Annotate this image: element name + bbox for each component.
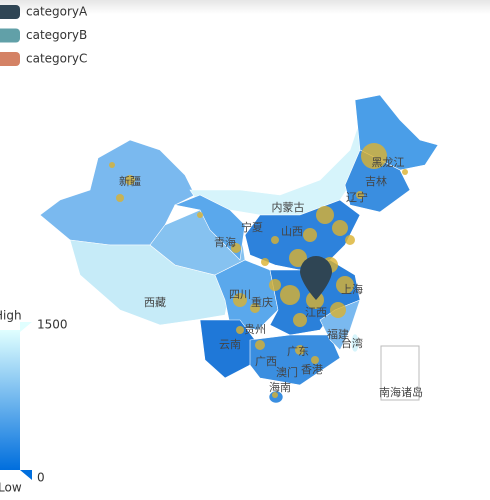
point (293, 313, 307, 327)
point (289, 249, 307, 267)
visual-map-bar (0, 330, 20, 470)
point (316, 206, 334, 224)
visual-map-max: 1500 (37, 318, 68, 332)
legend-swatch (0, 52, 20, 66)
region-label: 澳门 (276, 365, 298, 379)
point (272, 392, 278, 398)
region-label: 云南 (219, 338, 241, 351)
point (311, 356, 319, 364)
region-shape (173, 194, 246, 261)
region-labels: 新疆 西藏 青海 宁夏 内蒙古 山西 吉林 辽宁 黑龙江 四川 重庆 贵州 云南… (119, 156, 423, 399)
point (197, 212, 203, 218)
region-label: 新疆 (119, 174, 141, 188)
region-label: 贵州 (244, 323, 266, 336)
point (269, 279, 281, 291)
legend: categoryA categoryB categoryC (0, 5, 88, 67)
point (271, 236, 279, 244)
point (361, 143, 387, 169)
point (255, 340, 265, 350)
point (402, 169, 408, 175)
point (261, 258, 269, 266)
region-label: 重庆 (251, 295, 273, 309)
point (231, 243, 241, 253)
point (330, 302, 346, 318)
visual-map-handle[interactable] (20, 470, 32, 480)
region-label: 广东 (287, 345, 309, 358)
region-label: 海南 (269, 380, 291, 394)
visual-map-min: 0 (37, 471, 45, 485)
region-label: 黑龙江 (372, 156, 405, 169)
region-label: 广西 (255, 355, 277, 368)
visual-map-handle[interactable] (20, 322, 32, 332)
region-label: 香港 (301, 363, 323, 376)
region-shape (350, 333, 360, 353)
region-shape (214, 259, 279, 331)
point (356, 191, 364, 199)
region-label: 内蒙古 (272, 200, 305, 214)
legend-item[interactable]: categoryB (0, 28, 87, 43)
point (280, 285, 300, 305)
legend-label: categoryB (26, 28, 87, 42)
legend-swatch (0, 28, 20, 43)
region-label: 四川 (229, 288, 251, 301)
region-label: 上海 (341, 282, 363, 296)
point (236, 326, 244, 334)
scatter (109, 143, 408, 398)
region-shape (249, 334, 341, 386)
legend-item[interactable]: categoryA (0, 5, 88, 20)
region-label: 台湾 (341, 336, 363, 350)
region-label: 山西 (281, 225, 303, 238)
top-shade (0, 0, 490, 14)
legend-label: categoryC (26, 52, 87, 66)
point (109, 162, 115, 168)
region-label: 江西 (305, 306, 327, 319)
region-label: 南海诸岛 (379, 385, 423, 399)
point (345, 235, 355, 245)
point (303, 228, 317, 242)
visual-map-low: Low (0, 481, 22, 495)
legend-swatch (0, 5, 20, 19)
point (250, 303, 260, 313)
point (295, 345, 305, 355)
point (233, 293, 247, 307)
region-label: 西藏 (144, 296, 166, 309)
region-label: 青海 (214, 235, 236, 249)
region-label: 吉林 (365, 174, 387, 188)
legend-item[interactable]: categoryC (0, 52, 87, 67)
region-label: 宁夏 (241, 220, 263, 234)
visual-map: High 1500 0 Low (0, 309, 68, 495)
region-label: 福建 (327, 327, 349, 341)
legend-label: categoryA (26, 5, 88, 19)
visual-map-high: High (0, 309, 22, 323)
point (332, 220, 348, 236)
point (336, 276, 354, 294)
point (116, 194, 124, 202)
pin-marker (300, 256, 332, 300)
point (125, 175, 135, 185)
south-sea-box (380, 345, 420, 401)
region-label: 辽宁 (346, 190, 368, 204)
